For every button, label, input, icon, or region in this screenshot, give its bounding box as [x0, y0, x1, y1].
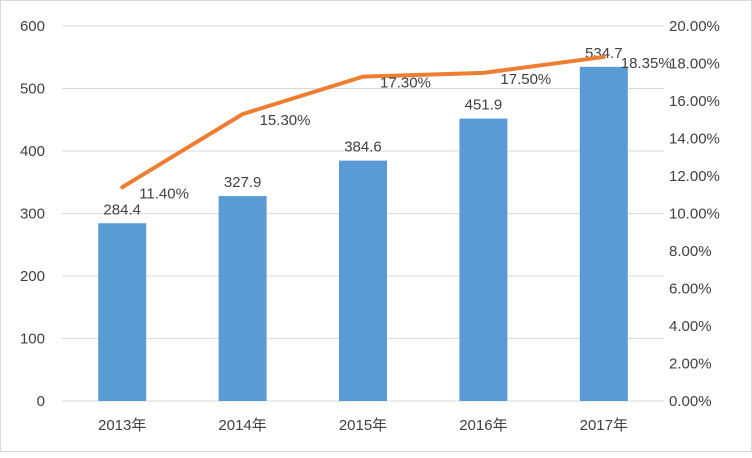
- right-axis-tick-label: 14.00%: [669, 131, 720, 148]
- bar: [339, 160, 387, 401]
- right-axis-tick-label: 2.00%: [669, 356, 712, 373]
- left-axis-tick-label: 100: [20, 331, 45, 348]
- line-data-label: 17.30%: [380, 75, 431, 92]
- bar-data-label: 451.9: [465, 97, 503, 114]
- left-axis-tick-label: 0: [37, 393, 45, 410]
- line-data-label: 18.35%: [621, 55, 672, 72]
- left-axis-tick-label: 600: [20, 18, 45, 35]
- bar: [218, 196, 267, 401]
- x-axis-tick-label: 2013年: [98, 417, 146, 434]
- right-axis-tick-label: 12.00%: [669, 168, 720, 185]
- x-axis-tick-label: 2015年: [339, 417, 387, 434]
- bar-data-label: 284.4: [103, 201, 141, 218]
- x-axis-tick-label: 2014年: [218, 417, 266, 434]
- right-axis-tick-label: 8.00%: [669, 243, 712, 260]
- right-axis-tick-label: 10.00%: [669, 206, 720, 223]
- bar-data-label: 327.9: [224, 174, 262, 191]
- line-data-label: 17.50%: [500, 71, 551, 88]
- right-axis-tick-label: 18.00%: [669, 56, 720, 73]
- left-axis-tick-label: 400: [20, 143, 45, 160]
- left-axis-tick-label: 500: [20, 81, 45, 98]
- x-axis-tick-label: 2017年: [580, 417, 628, 434]
- left-axis-tick-label: 200: [20, 268, 45, 285]
- left-axis-tick-label: 300: [20, 206, 45, 223]
- right-axis-tick-label: 20.00%: [669, 18, 720, 35]
- right-axis-tick-label: 16.00%: [669, 93, 720, 110]
- bar-data-label: 384.6: [344, 139, 382, 156]
- x-axis-tick-label: 2016年: [459, 417, 507, 434]
- line-data-label: 11.40%: [139, 185, 189, 202]
- right-axis-tick-label: 0.00%: [669, 393, 712, 410]
- line-data-label: 15.30%: [260, 112, 311, 129]
- right-axis-tick-label: 4.00%: [669, 318, 712, 335]
- bar: [459, 118, 508, 401]
- right-axis-tick-label: 6.00%: [669, 281, 712, 298]
- bar: [579, 66, 628, 401]
- line-series: [120, 54, 606, 190]
- bar: [98, 223, 147, 401]
